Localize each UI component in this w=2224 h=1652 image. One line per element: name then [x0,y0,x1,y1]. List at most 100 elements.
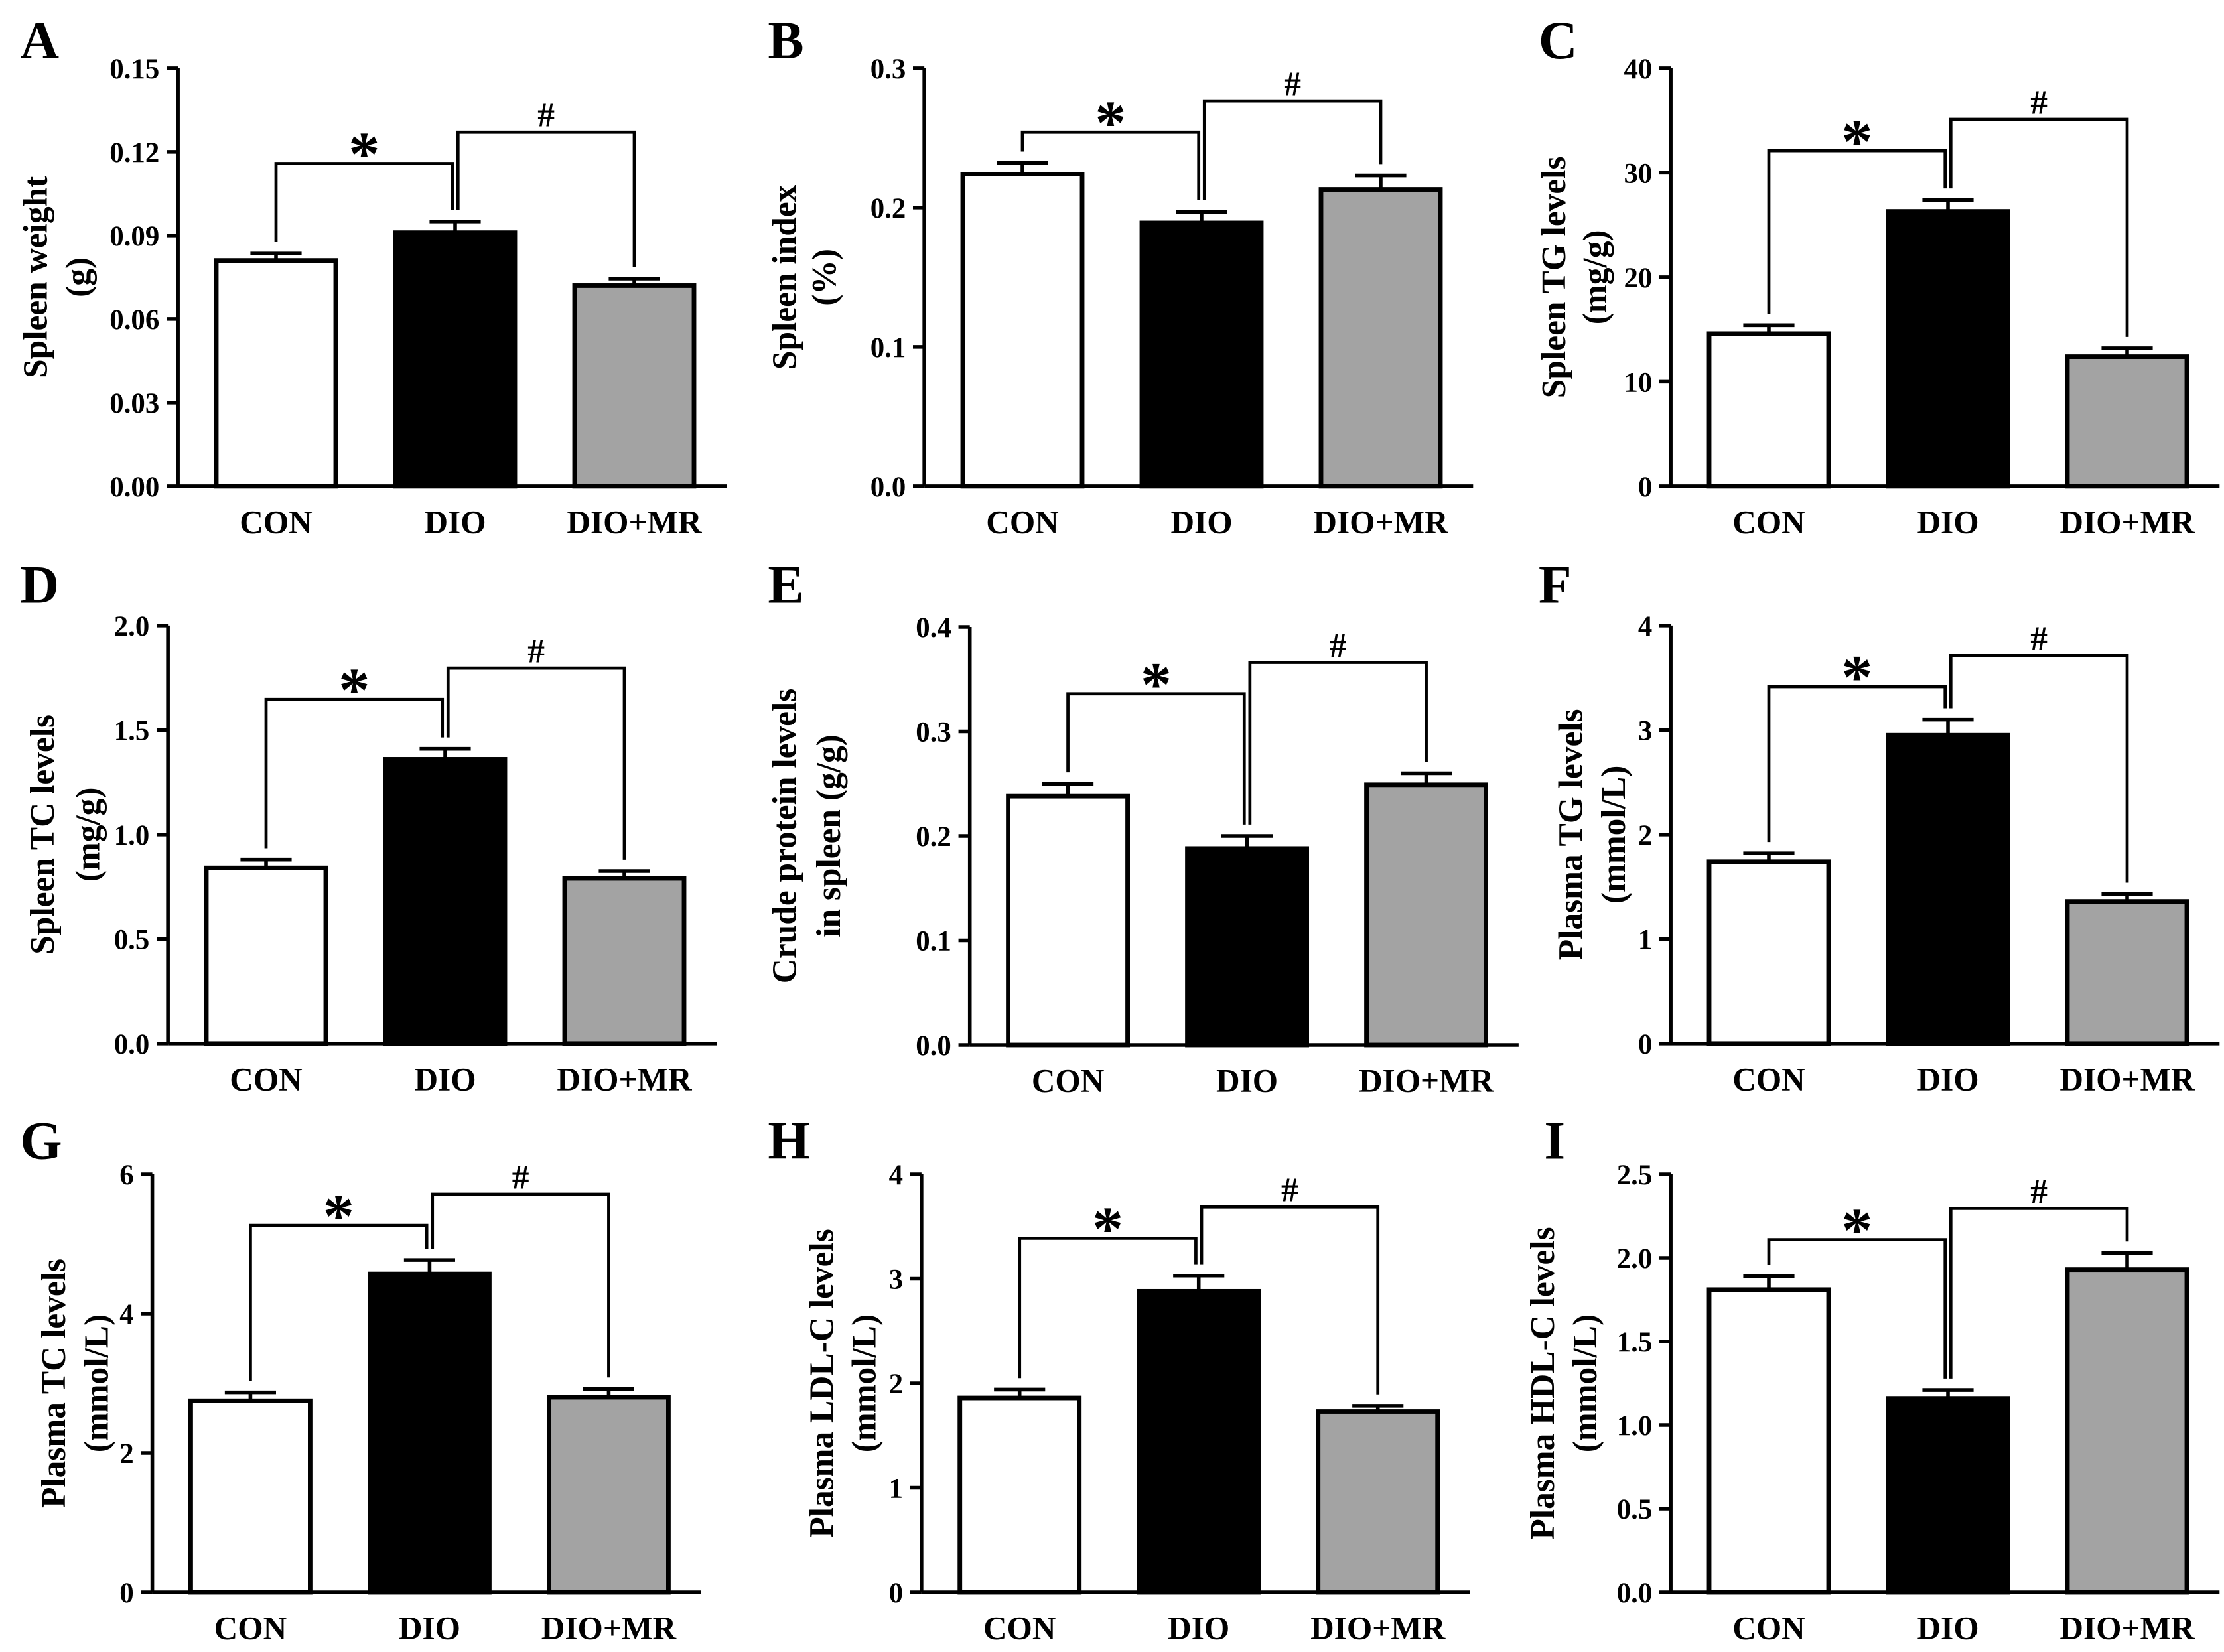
bar-i-dio-mr [2065,1267,2189,1595]
x-label-b-dio: DIO [1170,504,1232,541]
significance-bracket-h-asterisk [1018,1237,1198,1379]
y-tick-label-b-2: 0.2 [870,193,906,224]
bar-h-dio [1137,1288,1261,1595]
panel-letter-h: H [768,1110,809,1170]
bar-b-con [960,172,1085,489]
bar-g-dio-mr [546,1395,671,1595]
y-tick-label-a-0: 0.00 [109,472,159,503]
bar-a-dio-mr [572,283,697,489]
y-tick-label-i-3: 1.5 [1617,1327,1653,1358]
x-label-a-dio-mr: DIO+MR [567,504,703,541]
x-label-a-con: CON [240,504,312,541]
y-tick-label-e-3: 0.3 [916,717,951,748]
x-label-f-con: CON [1732,1062,1805,1098]
y-tick-label-c-1: 10 [1624,367,1652,398]
panel-a: A Spleen weight (g) 0.00 0.03 0.06 0.09 0.12 0.1… [17,10,727,541]
x-label-c-dio: DIO [1917,504,1979,541]
significance-bracket-g-hash [431,1192,610,1378]
y-tick-label-c-3: 30 [1624,158,1652,189]
significance-label-i-hash: # [2030,1173,2048,1211]
panel-letter-e: E [768,555,803,615]
y-tick-label-i-2: 1.0 [1617,1411,1653,1442]
bar-f-con [1706,859,1831,1046]
panel-letter-c: C [1539,10,1578,70]
y-axis-label-b-line2: (%) [806,249,844,306]
x-label-a-dio: DIO [424,504,486,541]
x-label-b-con: CON [986,504,1058,541]
significance-label-h-hash: # [1281,1172,1298,1209]
x-label-h-dio-mr: DIO+MR [1310,1610,1446,1647]
significance-bracket-b-asterisk [1020,130,1201,201]
panel-e: E Crude protein levels in spleen (g/g) 0.0 0… [766,555,1519,1099]
panel-letter-f: F [1539,555,1572,615]
bar-d-dio-mr [562,876,687,1046]
panel-h: H Plasma LDL-C levels (mmol/L) 0 1 2 3 4 CON DIO D… [768,1110,1470,1647]
significance-label-b-asterisk: * [1095,88,1126,157]
y-tick-label-g-2: 4 [119,1299,133,1330]
y-tick-label-h-2: 2 [889,1369,903,1400]
significance-bracket-a-asterisk [274,162,454,243]
significance-bracket-f-asterisk [1767,685,1947,843]
y-tick-label-c-0: 0 [1638,472,1652,503]
significance-bracket-c-hash [1949,117,2129,337]
y-tick-label-a-3: 0.09 [109,221,159,252]
y-tick-label-b-0: 0.0 [870,472,906,503]
x-label-h-dio: DIO [1168,1610,1229,1647]
significance-bracket-f-hash [1949,654,2129,883]
x-label-b-dio-mr: DIO+MR [1313,504,1449,541]
bar-e-dio-mr [1364,782,1488,1048]
y-tick-label-d-3: 1.5 [114,715,150,746]
y-tick-label-c-2: 20 [1624,263,1652,294]
x-label-i-con: CON [1732,1610,1805,1647]
y-tick-label-i-0: 0.0 [1617,1578,1653,1609]
x-label-g-dio: DIO [399,1610,460,1647]
x-label-d-dio-mr: DIO+MR [557,1062,693,1098]
significance-label-c-asterisk: * [1841,107,1872,176]
bar-i-dio [1886,1396,2010,1595]
y-axis-label-h-line1: Plasma LDL-C levels [803,1229,841,1537]
significance-bracket-g-asterisk [249,1223,429,1381]
x-label-e-dio-mr: DIO+MR [1359,1063,1495,1099]
y-tick-label-b-3: 0.3 [870,54,906,85]
y-tick-label-d-0: 0.0 [114,1029,150,1060]
significance-bracket-b-hash [1202,99,1383,201]
bar-h-dio-mr [1316,1409,1440,1595]
y-tick-label-f-2: 2 [1638,820,1652,851]
x-label-g-dio-mr: DIO+MR [541,1610,677,1647]
y-tick-label-h-0: 0 [889,1578,903,1609]
significance-bracket-a-hash [456,130,636,267]
y-tick-label-f-0: 0 [1638,1029,1652,1060]
panel-d: D Spleen TC levels (mg/g) 0.0 0.5 1.0 1.5 2.0 CO… [20,555,717,1098]
x-label-c-dio-mr: DIO+MR [2059,504,2195,541]
y-axis-label-g-line2: (mmol/L) [78,1314,116,1452]
significance-bracket-i-asterisk [1767,1238,1947,1379]
x-label-d-con: CON [230,1062,302,1098]
bar-f-dio [1886,732,2010,1046]
significance-bracket-d-asterisk [264,697,445,849]
y-axis-label-h-line2: (mmol/L) [846,1314,884,1452]
x-label-e-con: CON [1032,1063,1104,1099]
significance-label-a-hash: # [537,97,555,135]
x-label-h-con: CON [983,1610,1056,1647]
bar-e-con [1006,793,1130,1048]
y-axis-label-f-line2: (mmol/L) [1595,766,1633,904]
panel-f: F Plasma TG levels (mmol/L) 0 1 2 3 4 CON DIO DIO+… [1539,555,2220,1098]
y-tick-label-e-4: 0.4 [916,612,951,644]
x-label-g-con: CON [214,1610,287,1647]
y-axis-label-c-line1: Spleen TG levels [1535,157,1573,399]
x-label-e-dio: DIO [1216,1063,1278,1099]
significance-bracket-i-hash [1949,1207,2129,1379]
bar-b-dio [1139,220,1264,489]
bar-f-dio-mr [2065,899,2189,1046]
bar-e-dio [1185,846,1309,1048]
y-tick-label-e-1: 0.1 [916,926,951,957]
y-tick-label-h-3: 3 [889,1264,903,1295]
y-tick-label-g-3: 6 [119,1160,133,1191]
y-tick-label-a-5: 0.15 [109,54,159,85]
significance-label-g-asterisk: * [323,1182,354,1251]
y-tick-label-a-2: 0.06 [109,305,159,336]
y-tick-label-f-1: 1 [1638,924,1652,955]
y-axis-label-e-line1: Crude protein levels [766,689,804,984]
y-tick-label-i-4: 2.0 [1617,1243,1653,1274]
significance-label-h-asterisk: * [1092,1195,1123,1264]
